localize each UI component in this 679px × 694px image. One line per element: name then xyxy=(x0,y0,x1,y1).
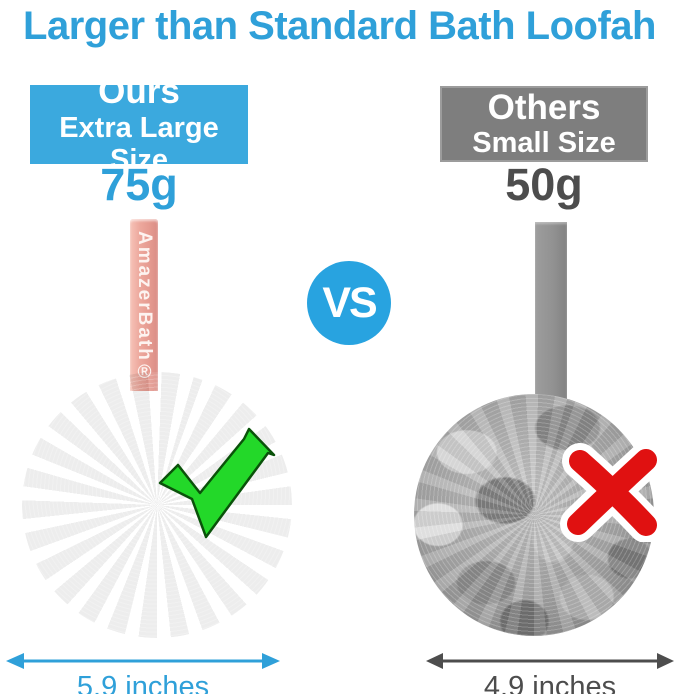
brand-label: AmazerBath® xyxy=(134,231,155,385)
cross-icon xyxy=(560,443,664,542)
others-badge: Others Small Size xyxy=(440,86,648,162)
ours-width-label: 5.9 inches xyxy=(76,671,210,694)
ours-label: Ours xyxy=(98,72,180,112)
others-strap xyxy=(535,222,567,414)
vs-label: VS xyxy=(322,278,377,327)
others-weight-label: 50g xyxy=(505,159,583,210)
others-width-arrow xyxy=(426,653,674,669)
others-size-label: Small Size xyxy=(472,127,616,160)
page-title: Larger than Standard Bath Loofah xyxy=(23,3,656,48)
ours-badge: Ours Extra Large Size xyxy=(30,72,248,176)
ours-weight-label: 75g xyxy=(100,159,178,210)
checkmark-icon xyxy=(158,427,276,539)
ours-strap: AmazerBath® xyxy=(130,219,158,391)
others-width-label: 4.9 inches xyxy=(483,671,617,694)
ours-loofah-photo xyxy=(22,372,292,638)
ours-width-arrow xyxy=(6,653,280,669)
vs-badge: VS xyxy=(307,261,391,345)
others-label: Others xyxy=(487,88,601,128)
ours-width-measure: 5.9 inches xyxy=(6,652,280,694)
others-width-measure: 4.9 inches xyxy=(426,652,674,694)
ours-size-label: Extra Large Size xyxy=(59,111,219,177)
